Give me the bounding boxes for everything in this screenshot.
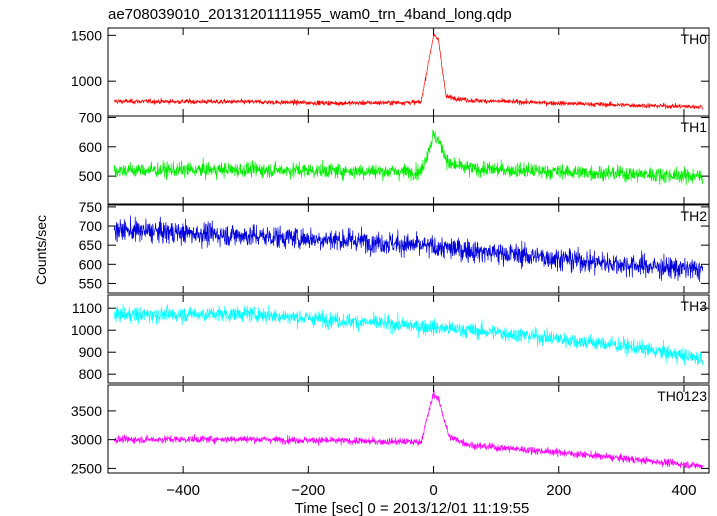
panel-label: TH3	[681, 298, 708, 314]
y-tick-label: 600	[79, 256, 103, 272]
x-tick-label: −200	[291, 482, 325, 499]
panel-frame	[107, 384, 710, 474]
y-tick-label: 1500	[71, 27, 102, 43]
y-tick-label: 700	[79, 218, 103, 234]
x-tick-label: −400	[166, 482, 200, 499]
y-tick-label: 3000	[71, 432, 102, 448]
panel-label: TH0123	[657, 388, 707, 404]
y-tick-label: 900	[79, 344, 103, 360]
y-tick-label: 650	[79, 237, 103, 253]
panel-label: TH1	[681, 119, 708, 135]
panel-frame	[107, 294, 710, 384]
panel-th3: 800 900 1000 1100 TH3	[71, 294, 710, 384]
x-tick-label: 200	[546, 482, 571, 499]
panel-label: TH2	[681, 208, 708, 224]
y-tick-label: 1100	[72, 300, 102, 316]
series-line-th0123	[113, 390, 704, 469]
y-tick-label: 1000	[71, 73, 102, 89]
series-line-th3	[113, 304, 704, 366]
chart-title: ae708039010_20131201111955_wam0_trn_4ban…	[108, 6, 512, 23]
x-tick-label: 0	[429, 482, 437, 499]
y-tick-label: 550	[79, 275, 103, 291]
y-tick-label: 500	[79, 168, 103, 184]
panel-label: TH0	[681, 31, 708, 47]
y-tick-label: 3500	[71, 403, 102, 419]
x-tick-label: 400	[671, 482, 696, 499]
y-axis-label: Counts/sec	[33, 215, 49, 285]
panel-frame	[107, 204, 710, 294]
y-tick-label: 600	[79, 139, 103, 155]
panel-frame	[107, 115, 710, 205]
panel-th0: 1000 1500 TH0	[71, 27, 710, 117]
series-line-th1	[113, 129, 704, 186]
x-axis-label: Time [sec] 0 = 2013/12/01 11:19:55	[295, 500, 530, 516]
panel-th2: 550 600 650 700 750 TH2	[79, 199, 710, 294]
panel-th0123: 2500 3000 3500 TH0123	[71, 384, 710, 476]
series-line-th0	[113, 33, 704, 111]
y-tick-label: 750	[79, 199, 103, 215]
y-tick-label: 1000	[71, 322, 102, 338]
panels: 1000 1500 TH0 500 600 700 TH1 550 600 650 700 750 TH…	[71, 27, 710, 499]
y-tick-label: 800	[79, 366, 103, 382]
panel-th1: 500 600 700 TH1	[79, 109, 710, 205]
y-tick-label: 2500	[71, 460, 102, 476]
series-line-th2	[113, 215, 704, 282]
y-tick-label: 700	[79, 109, 103, 125]
